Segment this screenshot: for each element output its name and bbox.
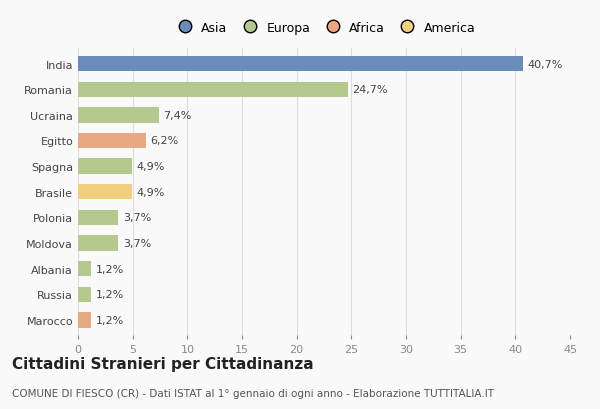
Text: 1,2%: 1,2% bbox=[95, 290, 124, 299]
Bar bbox=[78, 236, 118, 251]
Text: 3,7%: 3,7% bbox=[123, 238, 151, 248]
Text: COMUNE DI FIESCO (CR) - Dati ISTAT al 1° gennaio di ogni anno - Elaborazione TUT: COMUNE DI FIESCO (CR) - Dati ISTAT al 1°… bbox=[12, 389, 494, 398]
Bar bbox=[78, 287, 91, 302]
Text: 7,4%: 7,4% bbox=[163, 110, 191, 121]
Text: 6,2%: 6,2% bbox=[150, 136, 178, 146]
Bar bbox=[78, 133, 146, 149]
Text: Cittadini Stranieri per Cittadinanza: Cittadini Stranieri per Cittadinanza bbox=[12, 356, 314, 371]
Bar bbox=[78, 210, 118, 225]
Bar bbox=[78, 159, 131, 174]
Legend: Asia, Europa, Africa, America: Asia, Europa, Africa, America bbox=[170, 19, 478, 37]
Text: 1,2%: 1,2% bbox=[95, 264, 124, 274]
Bar bbox=[78, 312, 91, 328]
Bar bbox=[78, 82, 348, 98]
Text: 3,7%: 3,7% bbox=[123, 213, 151, 223]
Text: 40,7%: 40,7% bbox=[527, 59, 563, 70]
Text: 4,9%: 4,9% bbox=[136, 162, 164, 172]
Bar bbox=[78, 108, 159, 123]
Text: 4,9%: 4,9% bbox=[136, 187, 164, 197]
Bar bbox=[78, 261, 91, 276]
Bar bbox=[78, 57, 523, 72]
Bar bbox=[78, 184, 131, 200]
Text: 24,7%: 24,7% bbox=[352, 85, 388, 95]
Text: 1,2%: 1,2% bbox=[95, 315, 124, 325]
